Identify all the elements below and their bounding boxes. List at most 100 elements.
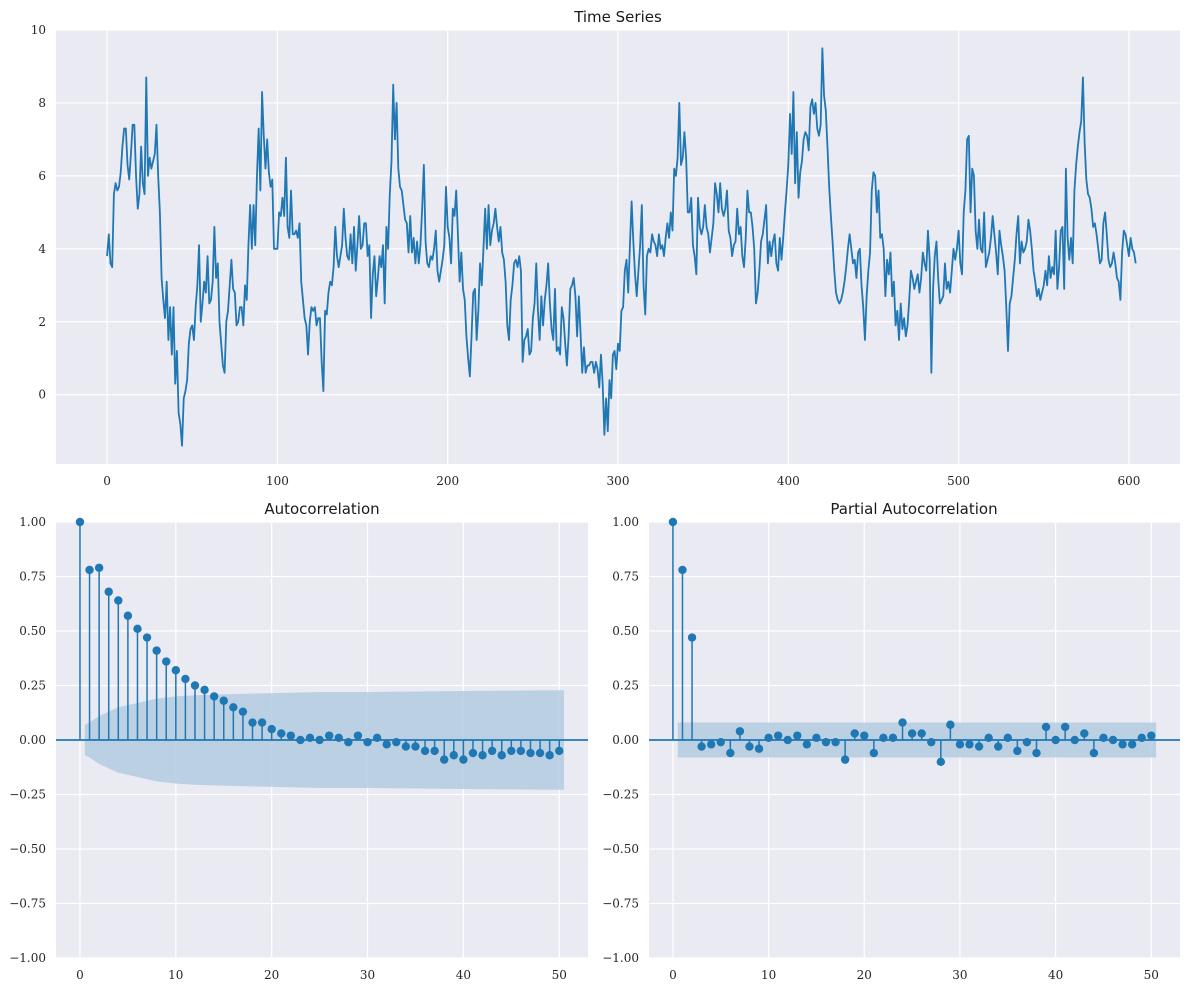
partial-autocorrelation-marker — [783, 735, 792, 745]
autocorrelation-marker — [85, 565, 94, 575]
partial-autocorrelation-y-tick-label: −0.50 — [602, 842, 639, 856]
partial-autocorrelation-marker — [793, 731, 802, 740]
partial-autocorrelation-marker — [917, 729, 926, 738]
partial-autocorrelation-marker — [668, 517, 678, 527]
partial-autocorrelation-marker — [1137, 733, 1146, 743]
partial-autocorrelation-marker — [1051, 735, 1060, 745]
autocorrelation-marker — [507, 746, 516, 756]
autocorrelation-marker — [219, 696, 228, 705]
partial-autocorrelation-marker — [927, 737, 936, 747]
time-series-x-tick-label: 400 — [777, 474, 800, 488]
partial-autocorrelation-marker — [1032, 748, 1041, 758]
autocorrelation-marker — [487, 746, 497, 756]
partial-autocorrelation-marker — [840, 755, 850, 764]
autocorrelation-title: Autocorrelation — [264, 500, 379, 518]
autocorrelation-marker — [449, 751, 459, 760]
autocorrelation-marker — [468, 748, 478, 758]
autocorrelation-y-tick-label: 0.00 — [19, 733, 46, 747]
partial-autocorrelation-marker — [869, 748, 879, 758]
autocorrelation-marker — [162, 657, 171, 666]
autocorrelation-y-tick-label: −1.00 — [9, 951, 46, 965]
autocorrelation-x-tick-label: 50 — [552, 968, 567, 982]
partial-autocorrelation-y-tick-label: −0.25 — [602, 788, 639, 802]
partial-autocorrelation-marker — [745, 742, 754, 751]
partial-autocorrelation-marker — [1080, 729, 1089, 738]
partial-autocorrelation-y-tick-label: 0.25 — [612, 679, 639, 693]
autocorrelation-marker — [286, 731, 296, 740]
autocorrelation-marker — [277, 729, 286, 738]
autocorrelation-marker — [516, 746, 526, 756]
autocorrelation-marker — [209, 692, 219, 701]
autocorrelation-marker — [305, 733, 315, 743]
partial-autocorrelation-marker — [706, 740, 716, 749]
autocorrelation-marker — [401, 742, 411, 751]
autocorrelation-panel: 0 10 20 30 40 50 −1.00 −0.75 −0.50 −0.25 0.00 0.25 0… — [9, 500, 588, 982]
time-series-x-tick-label: 500 — [947, 474, 970, 488]
autocorrelation-y-tick-label: −0.25 — [9, 788, 46, 802]
partial-autocorrelation-marker — [1127, 740, 1137, 749]
partial-autocorrelation-title: Partial Autocorrelation — [830, 500, 997, 518]
autocorrelation-marker — [545, 751, 554, 760]
partial-autocorrelation-marker — [974, 742, 984, 751]
autocorrelation-marker — [296, 735, 305, 745]
partial-autocorrelation-y-tick-label: 1.00 — [612, 515, 639, 529]
autocorrelation-marker — [267, 724, 276, 734]
time-series-y-tick-label: 6 — [38, 169, 46, 183]
autocorrelation-marker — [190, 681, 200, 690]
autocorrelation-y-tick-label: 0.25 — [19, 679, 46, 693]
autocorrelation-marker — [344, 737, 353, 747]
time-series-line — [106, 47, 1137, 447]
autocorrelation-marker — [324, 731, 334, 740]
autocorrelation-marker — [171, 666, 181, 675]
autocorrelation-marker — [248, 718, 257, 727]
partial-autocorrelation-marker — [1022, 737, 1032, 747]
autocorrelation-marker — [200, 685, 209, 695]
partial-autocorrelation-marker — [687, 633, 697, 642]
partial-autocorrelation-y-tick-label: −1.00 — [602, 951, 639, 965]
partial-autocorrelation-marker — [802, 740, 812, 749]
autocorrelation-y-tick-label: −0.75 — [9, 897, 46, 911]
partial-autocorrelation-y-tick-label: 0.00 — [612, 733, 639, 747]
time-series-x-tick-label: 0 — [103, 474, 111, 488]
autocorrelation-marker — [420, 746, 430, 756]
autocorrelation-marker — [315, 735, 324, 745]
partial-autocorrelation-x-tick-label: 20 — [857, 968, 872, 982]
partial-autocorrelation-marker — [716, 737, 725, 747]
autocorrelation-x-tick-label: 0 — [76, 968, 84, 982]
partial-autocorrelation-marker — [1070, 735, 1079, 745]
autocorrelation-marker — [555, 746, 564, 756]
autocorrelation-marker — [123, 611, 133, 620]
autocorrelation-marker — [75, 517, 85, 527]
partial-autocorrelation-marker — [764, 733, 773, 743]
partial-autocorrelation-marker — [1041, 722, 1051, 732]
partial-autocorrelation-marker — [994, 742, 1003, 751]
partial-autocorrelation-marker — [1060, 722, 1070, 732]
partial-autocorrelation-marker — [898, 718, 907, 727]
partial-autocorrelation-x-tick-label: 40 — [1048, 968, 1063, 982]
autocorrelation-marker — [459, 755, 468, 764]
autocorrelation-marker — [104, 587, 113, 596]
partial-autocorrelation-marker — [821, 737, 831, 747]
partial-autocorrelation-y-tick-label: 0.50 — [612, 624, 639, 638]
time-series-x-tick-label: 200 — [436, 474, 459, 488]
partial-autocorrelation-marker — [955, 740, 965, 749]
time-series-y-tick-label: 10 — [31, 23, 46, 37]
autocorrelation-marker — [229, 703, 238, 712]
partial-autocorrelation-marker — [726, 748, 735, 758]
partial-autocorrelation-marker — [1003, 733, 1012, 743]
autocorrelation-marker — [478, 751, 487, 760]
time-series-title: Time Series — [573, 8, 662, 26]
autocorrelation-marker — [372, 733, 382, 743]
partial-autocorrelation-marker — [754, 744, 764, 753]
partial-autocorrelation-marker — [773, 731, 783, 740]
partial-autocorrelation-marker — [697, 742, 706, 751]
partial-autocorrelation-marker — [735, 727, 745, 736]
autocorrelation-x-tick-label: 20 — [264, 968, 279, 982]
partial-autocorrelation-marker — [1108, 735, 1118, 745]
autocorrelation-y-tick-label: 1.00 — [19, 515, 46, 529]
autocorrelation-marker — [94, 563, 104, 572]
time-series-x-tick-label: 100 — [266, 474, 289, 488]
autocorrelation-marker — [363, 737, 372, 747]
autocorrelation-y-tick-label: 0.50 — [19, 624, 46, 638]
